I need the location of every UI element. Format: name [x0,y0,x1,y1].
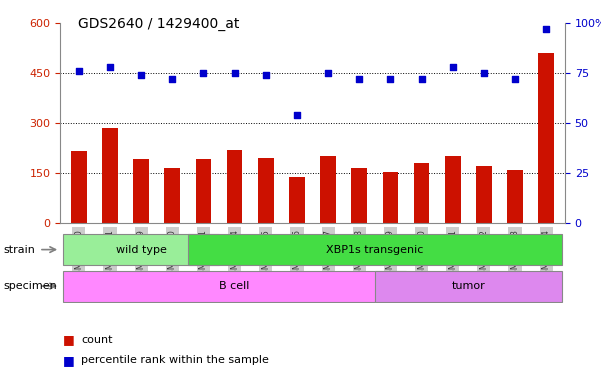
Bar [414,164,429,223]
Bar [538,53,554,223]
Bar [196,159,211,223]
Point [542,26,551,32]
Point [168,76,177,82]
Text: B cell: B cell [219,281,250,291]
Text: strain: strain [3,245,35,255]
Bar [352,169,367,223]
Bar [63,271,406,302]
Bar [320,156,336,223]
Bar [227,149,242,223]
Text: wild type: wild type [115,245,166,255]
Point [199,70,209,76]
Point [292,112,302,118]
Point [510,76,520,82]
Bar [258,158,273,223]
Bar [133,159,149,223]
Point [479,70,489,76]
Text: XBP1s transgenic: XBP1s transgenic [326,245,424,255]
Bar [383,172,398,223]
Point [74,68,84,74]
Point [386,76,395,82]
Text: ■: ■ [63,333,75,346]
Bar [188,234,562,265]
Text: tumor: tumor [451,281,485,291]
Bar [102,128,118,223]
Bar [165,168,180,223]
Point [261,72,270,78]
Bar [289,177,305,223]
Point [448,64,457,70]
Bar [375,271,562,302]
Text: percentile rank within the sample: percentile rank within the sample [81,355,269,365]
Text: ■: ■ [63,354,75,367]
Text: specimen: specimen [3,281,56,291]
Bar [71,151,87,223]
Bar [507,170,523,223]
Text: count: count [81,335,112,345]
Text: GDS2640 / 1429400_at: GDS2640 / 1429400_at [78,17,240,31]
Point [136,72,146,78]
Bar [476,166,492,223]
Point [105,64,115,70]
Point [230,70,239,76]
Bar [63,234,219,265]
Point [323,70,333,76]
Bar [445,156,460,223]
Point [416,76,426,82]
Point [355,76,364,82]
